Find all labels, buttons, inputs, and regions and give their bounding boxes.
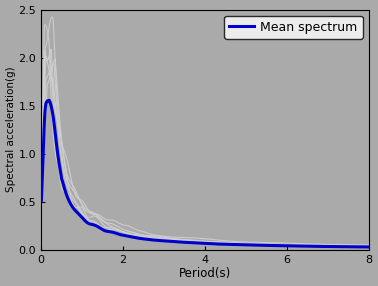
X-axis label: Period(s): Period(s) (179, 267, 231, 281)
Legend: Mean spectrum: Mean spectrum (224, 16, 363, 39)
Y-axis label: Spectral acceleration(g): Spectral acceleration(g) (6, 67, 15, 192)
